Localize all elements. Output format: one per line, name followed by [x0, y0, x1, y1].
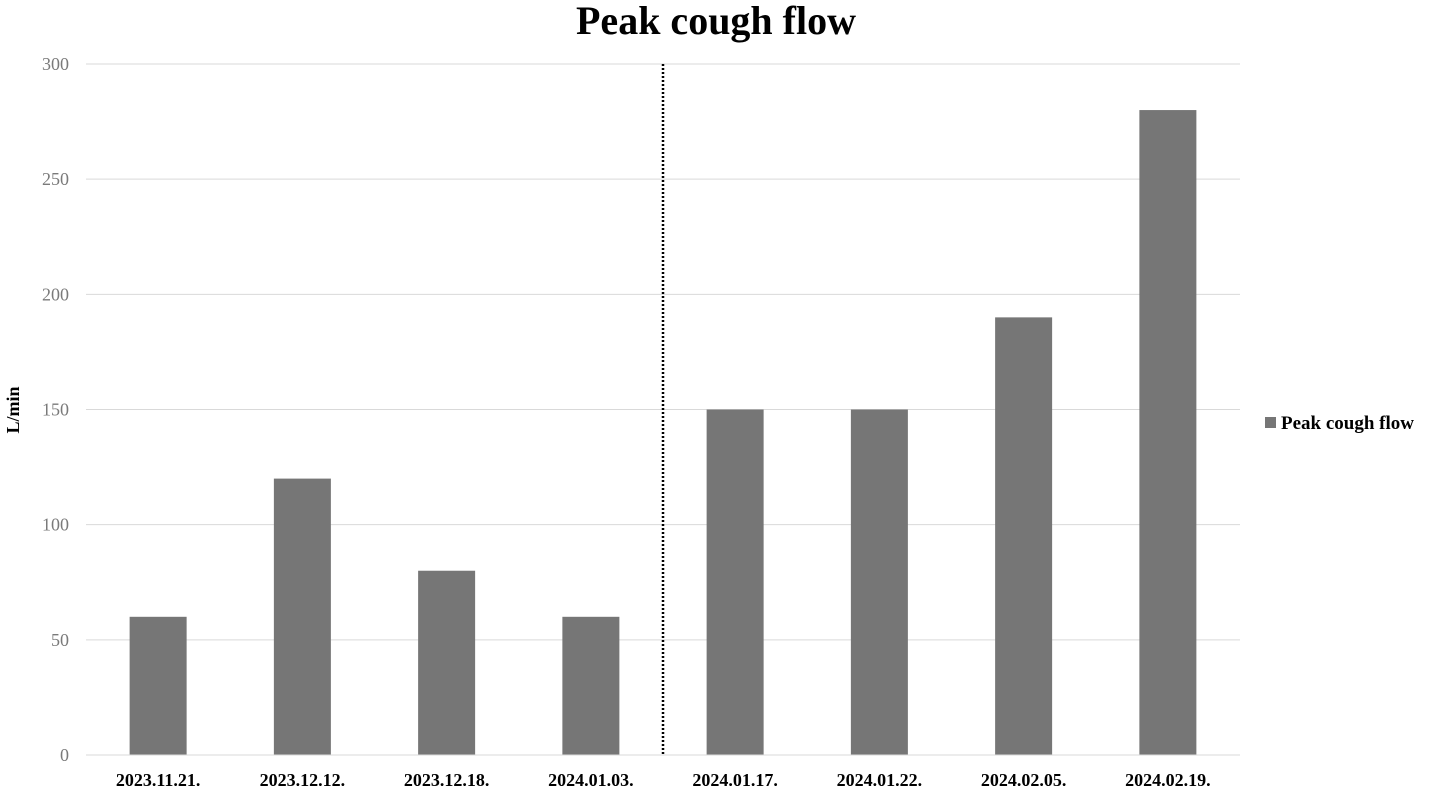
bar	[995, 317, 1053, 755]
legend-label: Peak cough flow	[1281, 413, 1414, 434]
x-tick-label: 2024.01.22.	[837, 770, 923, 790]
legend-swatch	[1265, 417, 1276, 428]
x-tick-label: 2023.12.18.	[404, 770, 490, 790]
y-axis-label: L/min	[3, 386, 23, 433]
bars	[129, 110, 1197, 756]
x-tick-label: 2024.02.19.	[1125, 770, 1211, 790]
bar	[850, 409, 908, 755]
bar	[418, 570, 476, 755]
x-tick-label: 2023.12.12.	[260, 770, 346, 790]
y-axis-ticks: 0 50 100 150 200 250 300	[42, 54, 69, 765]
y-tick-label: 100	[42, 515, 69, 535]
y-tick-label: 0	[60, 745, 69, 765]
y-tick-label: 50	[51, 630, 69, 650]
chart-title: Peak cough flow	[576, 0, 856, 43]
bar	[273, 478, 331, 755]
y-tick-label: 200	[42, 284, 69, 304]
x-tick-label: 2023.11.21.	[116, 770, 201, 790]
bar	[129, 616, 187, 755]
bar	[1139, 110, 1197, 756]
x-axis-ticks: 2023.11.21. 2023.12.12. 2023.12.18. 2024.01…	[116, 770, 1211, 790]
y-tick-label: 150	[42, 400, 69, 420]
bar	[562, 616, 620, 755]
x-tick-label: 2024.02.05.	[981, 770, 1067, 790]
y-tick-label: 250	[42, 169, 69, 189]
bar	[706, 409, 764, 755]
x-tick-label: 2024.01.17.	[692, 770, 778, 790]
x-tick-label: 2024.01.03.	[548, 770, 634, 790]
legend: Peak cough flow	[1265, 413, 1414, 434]
y-tick-label: 300	[42, 54, 69, 74]
